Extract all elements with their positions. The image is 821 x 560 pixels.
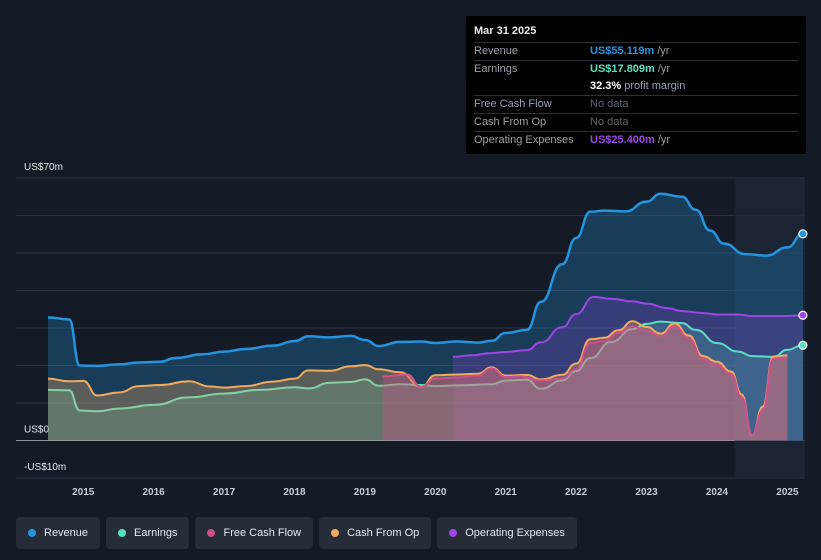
tooltip-row-value: No data bbox=[590, 98, 629, 110]
tooltip-row-label: Operating Expenses bbox=[474, 134, 574, 146]
legend-item-operating-expenses[interactable]: Operating Expenses bbox=[437, 517, 577, 549]
legend-dot-icon bbox=[207, 529, 216, 537]
x-tick-label: 2020 bbox=[424, 487, 447, 498]
x-tick-label: 2018 bbox=[283, 487, 306, 498]
past-data-shade bbox=[734, 178, 805, 478]
earnings-line bbox=[47, 320, 803, 413]
tooltip-row-label: Free Cash Flow bbox=[474, 98, 552, 110]
legend-dot-icon bbox=[28, 529, 36, 537]
x-tick-label: 2024 bbox=[706, 487, 729, 498]
tooltip-row-unit: /yr bbox=[657, 63, 671, 75]
legend-dot-icon bbox=[331, 529, 340, 537]
cash-from-op-line bbox=[47, 320, 788, 437]
tooltip-row-value: 32.3% bbox=[590, 80, 622, 92]
y-axis-label: US$70m bbox=[24, 162, 63, 173]
legend-item-revenue[interactable]: Revenue bbox=[16, 517, 101, 549]
operating-expenses-end-marker bbox=[798, 310, 808, 320]
tooltip-row-value: US$17.809m bbox=[590, 63, 655, 75]
x-tick-label: 2021 bbox=[495, 487, 518, 498]
tooltip-row-value: US$25.400m bbox=[590, 134, 655, 146]
legend-label: Earnings bbox=[134, 527, 178, 539]
legend-label: Free Cash Flow bbox=[223, 527, 302, 539]
legend-item-cash-from-op[interactable]: Cash From Op bbox=[319, 517, 432, 549]
cash-from-op-area bbox=[48, 321, 788, 441]
tooltip-row-unit: /yr bbox=[657, 45, 670, 57]
x-tick-label: 2023 bbox=[635, 487, 658, 498]
revenue-end-marker bbox=[798, 229, 808, 239]
tooltip-row: Cash From Op No data bbox=[474, 113, 798, 131]
legend-label: Revenue bbox=[44, 527, 89, 539]
y-axis-label: US$0 bbox=[24, 425, 49, 436]
free-cash-flow-line bbox=[382, 325, 788, 436]
free-cash-flow-area bbox=[382, 326, 788, 441]
x-tick-label: 2019 bbox=[354, 487, 377, 498]
tooltip-row-unit: profit margin bbox=[624, 80, 686, 92]
legend-dot-icon bbox=[118, 529, 127, 537]
x-tick-label: 2015 bbox=[72, 487, 95, 498]
legend: Revenue Earnings Free Cash Flow Cash From O… bbox=[16, 517, 577, 549]
tooltip-row-label: Cash From Op bbox=[474, 116, 547, 128]
tooltip-row-value: No data bbox=[590, 116, 629, 128]
legend-label: Operating Expenses bbox=[465, 527, 565, 539]
revenue-line bbox=[47, 192, 804, 368]
tooltip-date: Mar 31 2025 bbox=[474, 25, 537, 37]
tooltip-row: Earnings US$17.809m/yr bbox=[474, 60, 798, 78]
tooltip-row-label bbox=[474, 78, 590, 95]
tooltip-row-label: Revenue bbox=[474, 45, 519, 57]
tooltip-row-value: US$55.119m bbox=[590, 45, 655, 57]
legend-item-earnings[interactable]: Earnings bbox=[106, 517, 190, 549]
tooltip-row-unit: /yr bbox=[657, 134, 671, 146]
tooltip-row: Operating Expenses US$25.400m/yr bbox=[474, 131, 798, 149]
earnings-end-marker bbox=[798, 340, 808, 350]
revenue-area bbox=[48, 193, 803, 441]
tooltip-row: Revenue US$55.119m/yr bbox=[474, 42, 798, 60]
operating-expenses-area bbox=[452, 296, 803, 441]
tooltip-row: 32.3% profit margin bbox=[474, 78, 798, 95]
tooltip-row-label: Earnings bbox=[474, 63, 518, 75]
legend-item-free-cash-flow[interactable]: Free Cash Flow bbox=[195, 517, 314, 549]
x-tick-label: 2017 bbox=[213, 487, 236, 498]
x-tick-label: 2022 bbox=[565, 487, 588, 498]
tooltip-panel: Mar 31 2025 Revenue US$55.119m/yr Earnings… bbox=[466, 16, 806, 154]
operating-expenses-line bbox=[452, 295, 803, 358]
x-tick-label: 2025 bbox=[776, 487, 799, 498]
legend-label: Cash From Op bbox=[347, 527, 420, 539]
x-tick-label: 2016 bbox=[143, 487, 166, 498]
y-axis-label: -US$10m bbox=[24, 462, 66, 473]
earnings-area bbox=[48, 321, 803, 441]
tooltip-row: Free Cash Flow No data bbox=[474, 95, 798, 113]
legend-dot-icon bbox=[449, 529, 458, 537]
